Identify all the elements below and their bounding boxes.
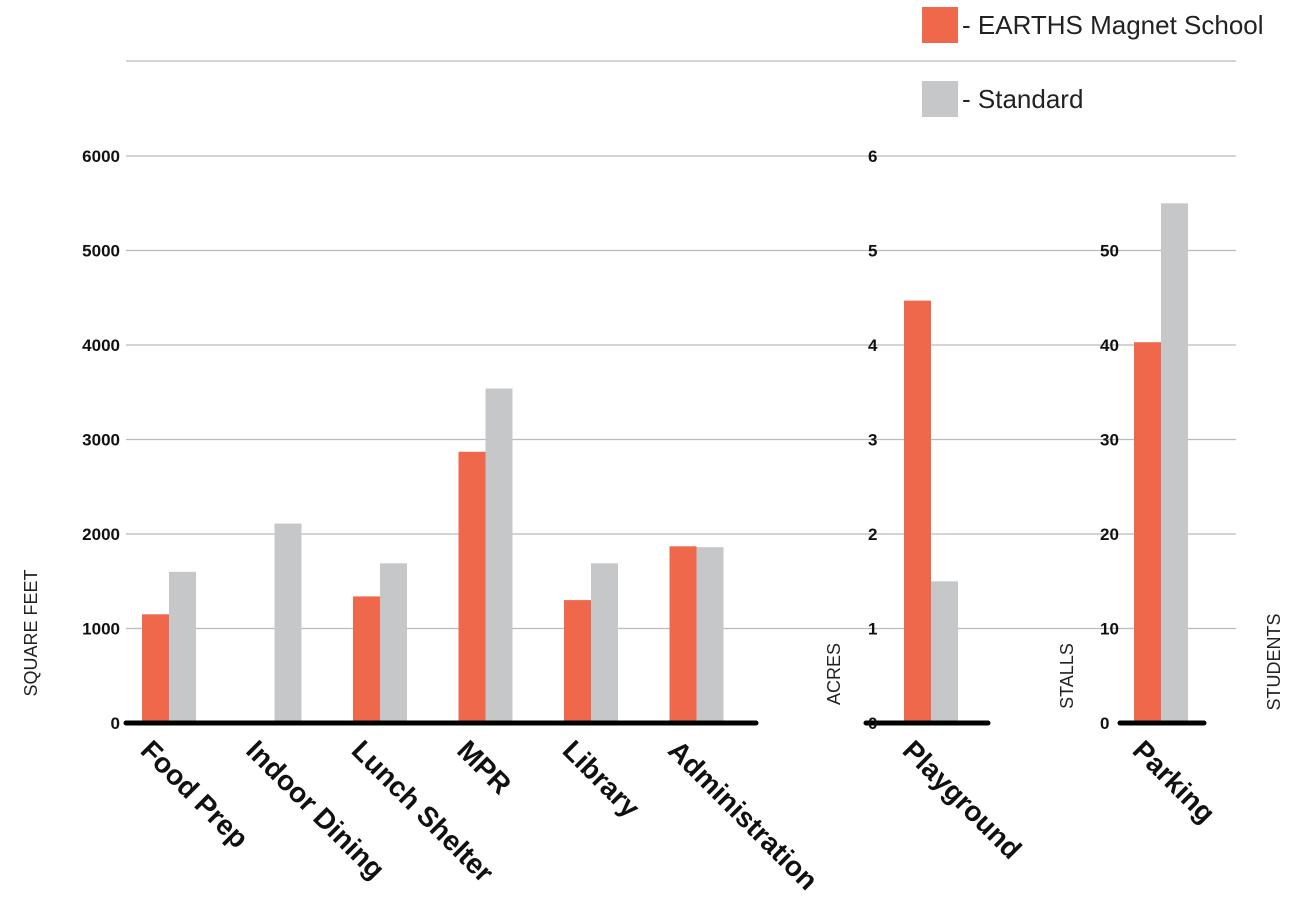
bar-playground-standard [931, 581, 958, 724]
y-tick-label: 1 [868, 620, 877, 639]
legend-swatch-earths [922, 7, 958, 43]
y-tick-label: 6000 [82, 147, 120, 166]
bar-mpr-earths-magnet-school [458, 451, 486, 723]
y-tick-label: 10 [1100, 620, 1119, 639]
legend-label-standard: - Standard [962, 83, 1084, 114]
bar-parking-standard [1161, 203, 1188, 724]
y-tick-label: 3000 [82, 431, 120, 450]
y-tick-label: 50 [1100, 242, 1119, 261]
y-tick-label: 1000 [82, 620, 120, 639]
category-label-mpr: MPR [451, 734, 517, 800]
y-tick-label: 40 [1100, 336, 1119, 355]
y-tick-label: 0 [1100, 714, 1109, 733]
y-axis-title-students: STUDENTS [1264, 613, 1284, 710]
y-tick-label: 20 [1100, 525, 1119, 544]
bar-parking-earths-magnet-school [1134, 342, 1161, 723]
bar-indoor-dining-standard [274, 523, 302, 723]
y-tick-label: 0 [868, 714, 877, 733]
category-label-administration: Administration [662, 734, 824, 896]
legend-swatch-standard [922, 81, 958, 117]
y-axis-title-square-feet: SQUARE FEET [21, 569, 41, 696]
bar-mpr-standard [485, 388, 513, 723]
bar-lunch-shelter-standard [380, 563, 407, 723]
y-tick-label: 5000 [82, 242, 120, 261]
category-label-playground: Playground [897, 734, 1028, 865]
bar-food-prep-earths-magnet-school [142, 614, 169, 723]
bar-playground-earths-magnet-school [904, 300, 931, 723]
y-tick-label: 2000 [82, 525, 120, 544]
bar-lunch-shelter-earths-magnet-school [353, 596, 380, 723]
y-axis-title-stalls: STALLS [1057, 643, 1077, 709]
bar-library-earths-magnet-school [564, 600, 591, 723]
y-tick-label: 6 [868, 147, 877, 166]
y-tick-label: 2 [868, 525, 877, 544]
category-label-parking: Parking [1127, 734, 1222, 829]
y-tick-label: 0 [111, 714, 120, 733]
bar-administration-standard [696, 547, 724, 723]
bar-library-standard [591, 563, 618, 723]
y-tick-label: 4000 [82, 336, 120, 355]
category-label-food-prep: Food Prep [135, 734, 255, 854]
y-tick-label: 3 [868, 431, 877, 450]
legend-item-standard: - Standard [922, 81, 1083, 117]
bar-food-prep-standard [169, 571, 196, 723]
legend-label-earths: - EARTHS Magnet School [962, 9, 1264, 40]
bar-administration-earths-magnet-school [669, 546, 697, 723]
legend-item-earths: - EARTHS Magnet School [922, 7, 1264, 43]
y-tick-label: 4 [868, 336, 878, 355]
y-axis-title-acres: ACRES [824, 643, 844, 705]
y-tick-label: 30 [1100, 431, 1119, 450]
y-tick-label: 5 [868, 242, 877, 261]
bar-layer [142, 203, 1188, 724]
category-label-library: Library [557, 734, 646, 823]
